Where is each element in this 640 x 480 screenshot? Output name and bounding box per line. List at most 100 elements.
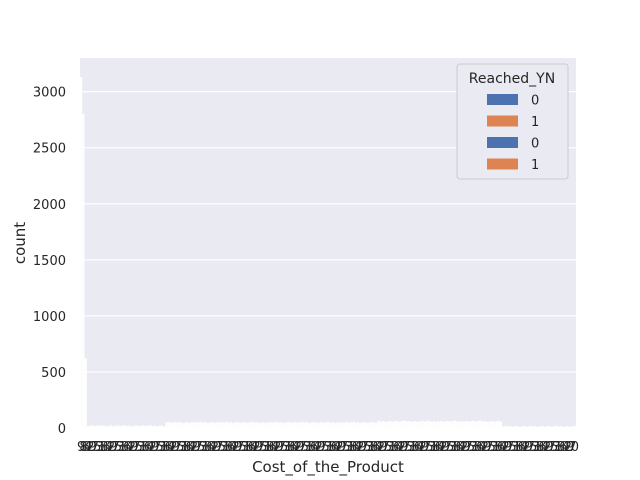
y-tick-label: 1500 bbox=[33, 254, 66, 269]
bar bbox=[573, 425, 576, 428]
bar bbox=[112, 426, 115, 428]
bar bbox=[539, 426, 542, 428]
bar bbox=[442, 421, 445, 428]
x-tick-label: 2 bbox=[439, 440, 447, 455]
x-tick-label: 4 bbox=[478, 440, 486, 455]
bar bbox=[439, 420, 443, 428]
x-tick-label: 3 bbox=[179, 440, 187, 455]
bar bbox=[250, 421, 253, 428]
bar bbox=[541, 425, 544, 428]
x-tick-label: 8 bbox=[453, 440, 461, 455]
x-tick-label: 2 bbox=[418, 440, 426, 455]
bar bbox=[513, 426, 516, 428]
bar bbox=[139, 425, 143, 428]
bar bbox=[310, 422, 313, 428]
x-tick-label: 7 bbox=[485, 440, 493, 455]
x-tick-label: 4 bbox=[312, 440, 320, 455]
bar bbox=[269, 421, 272, 428]
bar bbox=[264, 422, 267, 428]
bar bbox=[435, 421, 438, 428]
bar bbox=[262, 422, 265, 428]
bar bbox=[183, 422, 187, 428]
x-tick-label: 7 bbox=[361, 440, 369, 455]
bar bbox=[315, 422, 318, 428]
bar bbox=[86, 426, 90, 428]
bars bbox=[80, 77, 576, 428]
y-tick-label: 2000 bbox=[33, 198, 66, 213]
x-tick-label: 6 bbox=[435, 440, 443, 455]
bar bbox=[432, 421, 436, 428]
x-tick-label: 1 bbox=[472, 440, 480, 455]
bar bbox=[243, 421, 246, 428]
bar bbox=[257, 422, 260, 428]
x-tick-label: 6 bbox=[331, 440, 339, 455]
bar bbox=[359, 422, 362, 428]
x-tick-label: 5 bbox=[342, 440, 350, 455]
bar bbox=[137, 426, 140, 428]
bar bbox=[211, 422, 214, 428]
x-tick-label: 4 bbox=[437, 440, 445, 455]
bar bbox=[347, 422, 350, 428]
x-tick-label: 8 bbox=[162, 440, 170, 455]
bar bbox=[273, 422, 276, 428]
bar bbox=[246, 422, 249, 428]
x-tick-label: 7 bbox=[215, 440, 223, 455]
bar bbox=[313, 422, 316, 428]
x-tick-label: 4 bbox=[84, 440, 92, 455]
bar bbox=[299, 422, 302, 428]
x-tick-label: 2 bbox=[522, 440, 530, 455]
bar bbox=[308, 422, 311, 428]
bar bbox=[209, 422, 212, 428]
x-tick-label: 4 bbox=[333, 440, 341, 455]
x-tick-label: 1 bbox=[326, 440, 334, 455]
bar bbox=[391, 421, 394, 428]
bar bbox=[504, 425, 507, 428]
x-tick-label: 9 bbox=[421, 440, 429, 455]
bar bbox=[236, 422, 240, 428]
bar bbox=[322, 422, 325, 428]
x-tick-label: 1 bbox=[451, 440, 459, 455]
x-tick-label: 2 bbox=[315, 440, 323, 455]
x-tick-label: 7 bbox=[319, 440, 327, 455]
bar bbox=[426, 421, 429, 428]
x-tick-label: 5 bbox=[239, 440, 247, 455]
bar bbox=[481, 421, 484, 428]
x-tick-label: 9 bbox=[275, 440, 283, 455]
x-tick-label: 7 bbox=[278, 440, 286, 455]
x-tick-label: 8 bbox=[142, 440, 150, 455]
bar bbox=[520, 426, 523, 428]
bar bbox=[163, 426, 166, 428]
bar bbox=[98, 425, 101, 428]
bar bbox=[509, 426, 512, 428]
x-tick-label: 7 bbox=[153, 440, 161, 455]
bar bbox=[375, 422, 378, 428]
x-tick-label: 6 bbox=[144, 440, 152, 455]
x-tick-label: 7 bbox=[568, 440, 576, 455]
x-tick-label: 9 bbox=[77, 440, 85, 455]
bar bbox=[398, 421, 401, 428]
x-tick-label: 2 bbox=[481, 440, 489, 455]
x-tick-label: 6 bbox=[165, 440, 173, 455]
x-tick-label: 3 bbox=[365, 440, 373, 455]
bar bbox=[361, 422, 364, 428]
bar bbox=[340, 422, 343, 428]
bar bbox=[197, 422, 200, 428]
x-tick-label: 8 bbox=[100, 440, 108, 455]
x-tick-label: 8 bbox=[287, 440, 295, 455]
x-tick-label: 8 bbox=[515, 440, 523, 455]
x-tick-label: 6 bbox=[538, 440, 546, 455]
x-tick-label: 8 bbox=[308, 440, 316, 455]
bar bbox=[532, 426, 535, 428]
bar bbox=[93, 426, 97, 428]
bar bbox=[149, 425, 152, 428]
bar bbox=[253, 422, 256, 428]
x-tick-label: 4 bbox=[416, 440, 424, 455]
bar bbox=[319, 421, 323, 428]
x-tick-label: 3 bbox=[199, 440, 207, 455]
x-tick-label: 7 bbox=[527, 440, 535, 455]
x-tick-label: 2 bbox=[460, 440, 468, 455]
bar bbox=[114, 425, 117, 428]
x-tick-label: 3 bbox=[116, 440, 124, 455]
x-tick-label: 8 bbox=[349, 440, 357, 455]
bar bbox=[559, 426, 563, 428]
